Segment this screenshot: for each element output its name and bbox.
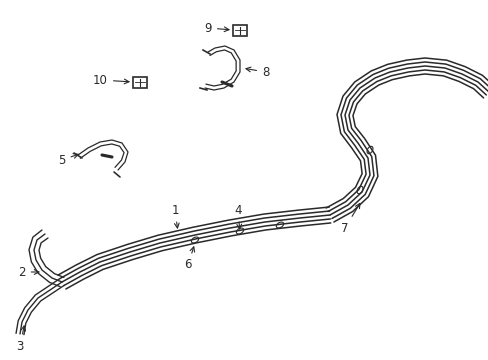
Bar (232, 24, 246, 36)
Text: 4: 4 (234, 203, 241, 229)
Text: 7: 7 (341, 203, 359, 234)
Text: 2: 2 (18, 266, 39, 279)
Text: 1: 1 (171, 203, 179, 228)
Text: 6: 6 (184, 247, 194, 271)
Text: 3: 3 (16, 326, 25, 352)
Text: 8: 8 (245, 66, 269, 78)
Text: 5: 5 (58, 153, 78, 166)
Text: 10: 10 (93, 73, 129, 86)
Text: 9: 9 (204, 22, 228, 35)
Bar (133, 77, 147, 87)
